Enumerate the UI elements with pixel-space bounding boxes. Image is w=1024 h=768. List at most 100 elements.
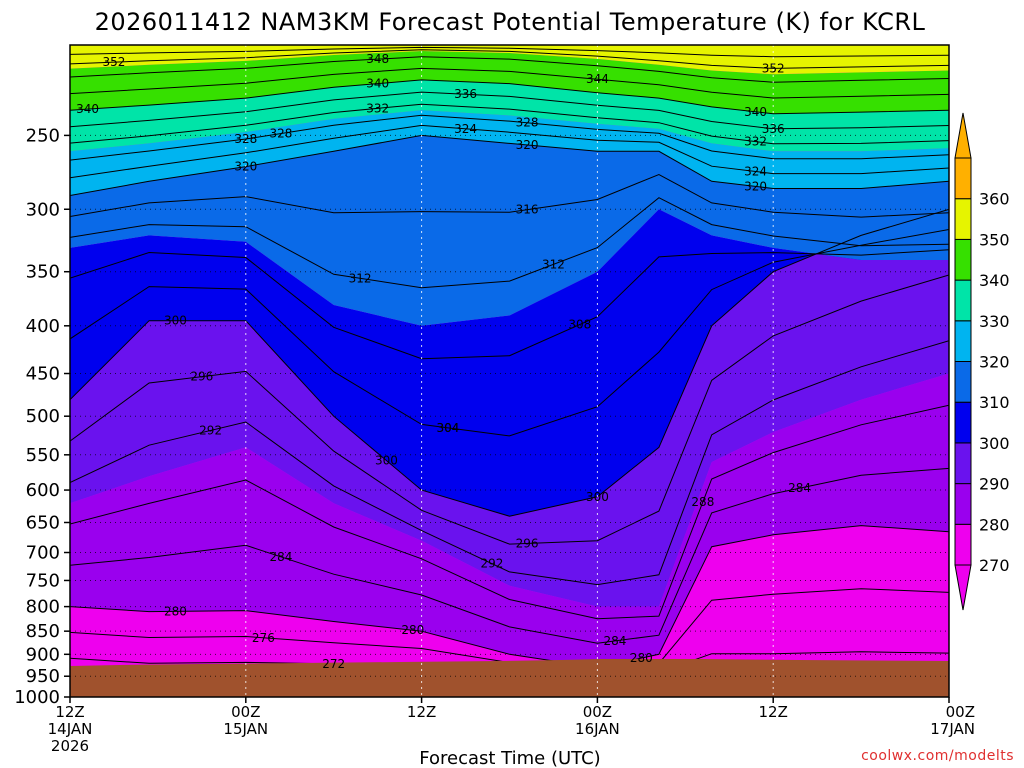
temperature-bands	[70, 45, 949, 697]
contour-label: 296	[516, 536, 539, 550]
x-tick-label: 15JAN	[223, 720, 268, 738]
colorbar-top-arrow	[954, 112, 972, 159]
y-tick-label: 500	[26, 406, 60, 427]
colorbar-tick-label: 300	[979, 434, 1010, 453]
contour-label: 312	[349, 271, 372, 285]
contour-300	[70, 208, 949, 517]
colorbar-swatch	[954, 238, 972, 281]
band-270	[70, 525, 949, 684]
contour-label: 288	[691, 495, 714, 509]
contour-336	[70, 91, 949, 130]
contour-340	[70, 79, 949, 115]
band-320	[70, 110, 949, 196]
contour-label: 320	[234, 160, 257, 174]
colorbar-swatch	[954, 279, 972, 322]
y-tick-label: 550	[26, 445, 60, 466]
y-tick-label: 250	[26, 125, 60, 146]
contour-label: 320	[516, 138, 539, 152]
contour-label: 272	[322, 657, 345, 671]
y-tick-label: 850	[26, 621, 60, 642]
x-tick-label: 00Z	[946, 703, 975, 721]
contour-label: 352	[102, 55, 125, 69]
contour-344	[70, 67, 949, 99]
plot-frame	[69, 44, 950, 698]
contour-label: 332	[366, 101, 389, 115]
contour-label: 292	[199, 423, 222, 437]
colorbar-swatch	[954, 401, 972, 444]
contour-304	[70, 229, 949, 437]
contour-label: 276	[252, 631, 275, 645]
contour-label: 304	[437, 421, 460, 435]
contour-312	[70, 197, 949, 289]
colorbar-tick-label: 270	[979, 556, 1010, 575]
y-tick-label: 300	[26, 199, 60, 220]
chart-title: 2026011412 NAM3KM Forecast Potential Tem…	[95, 8, 926, 36]
contour-label: 328	[516, 116, 539, 130]
colorbar-swatch	[954, 523, 972, 566]
contour-label: 280	[401, 623, 424, 637]
contour-288	[70, 404, 949, 620]
contour-label: 304	[437, 421, 460, 435]
x-tick-label: 2026	[51, 737, 89, 755]
contour-320	[70, 134, 949, 196]
contour-label: 336	[454, 87, 477, 101]
contour-label: 344	[586, 72, 609, 86]
x-axis-label: Forecast Time (UTC)	[419, 748, 600, 768]
contour-348	[70, 56, 949, 83]
band-310	[70, 135, 949, 326]
colorbar-tick-label: 360	[979, 190, 1010, 209]
contour-label: 336	[762, 122, 785, 136]
colorbar: 270 280 290 300 310 320 330 340 350 360	[954, 112, 1010, 611]
contour-label: 284	[604, 634, 627, 648]
y-tick-label: 700	[26, 543, 60, 564]
contour-label: 300	[586, 490, 609, 504]
x-tick-label: 17JAN	[930, 720, 975, 738]
colorbar-swatch	[954, 442, 972, 485]
band-330	[70, 79, 949, 152]
credit-text: coolwx.com/modelts	[861, 748, 1014, 764]
contour-label: 300	[164, 314, 187, 328]
contour-label: 316	[516, 203, 539, 217]
contour-296	[70, 274, 949, 545]
colorbar-tick-label: 320	[979, 353, 1010, 372]
contour-label: 324	[744, 164, 767, 178]
contour-label: 296	[190, 370, 213, 384]
x-tick-label: 12Z	[407, 703, 436, 721]
contour-label: 300	[375, 454, 398, 468]
band-300	[70, 209, 949, 517]
colorbar-tick-label: 350	[979, 230, 1010, 249]
contour-label: 340	[366, 77, 389, 91]
colorbar-tick-label: 340	[979, 271, 1010, 290]
grid-lines	[70, 45, 949, 698]
contour-label: 340	[76, 102, 99, 116]
contour-label: 308	[568, 318, 591, 332]
contour-label: 324	[454, 122, 477, 136]
x-tick-label: 00Z	[583, 703, 612, 721]
contour-292	[70, 340, 949, 586]
contour-label: 352	[762, 61, 785, 75]
contour-284	[70, 467, 949, 644]
contour-label: 328	[270, 127, 293, 141]
x-tick-label: 14JAN	[48, 720, 93, 738]
colorbar-swatch	[954, 198, 972, 240]
contour-label: 312	[542, 257, 565, 271]
contour-308	[70, 249, 949, 360]
y-tick-label: 900	[26, 644, 60, 665]
contour-356	[70, 46, 949, 58]
contour-label: 292	[480, 557, 503, 571]
contour-label: 332	[744, 135, 767, 149]
colorbar-tick-label: 310	[979, 393, 1010, 412]
contour-324	[70, 124, 949, 179]
x-tick-label: 16JAN	[575, 720, 620, 738]
contour-label: 280	[630, 651, 653, 665]
y-tick-label: 650	[26, 512, 60, 533]
contour-label: 320	[744, 179, 767, 193]
contour-316	[70, 173, 949, 218]
colorbar-tick-label: 280	[979, 515, 1010, 534]
contour-label: 348	[366, 52, 389, 66]
colorbar-swatch	[954, 320, 972, 362]
y-tick-label: 350	[26, 262, 60, 283]
y-tick-label: 800	[26, 597, 60, 618]
